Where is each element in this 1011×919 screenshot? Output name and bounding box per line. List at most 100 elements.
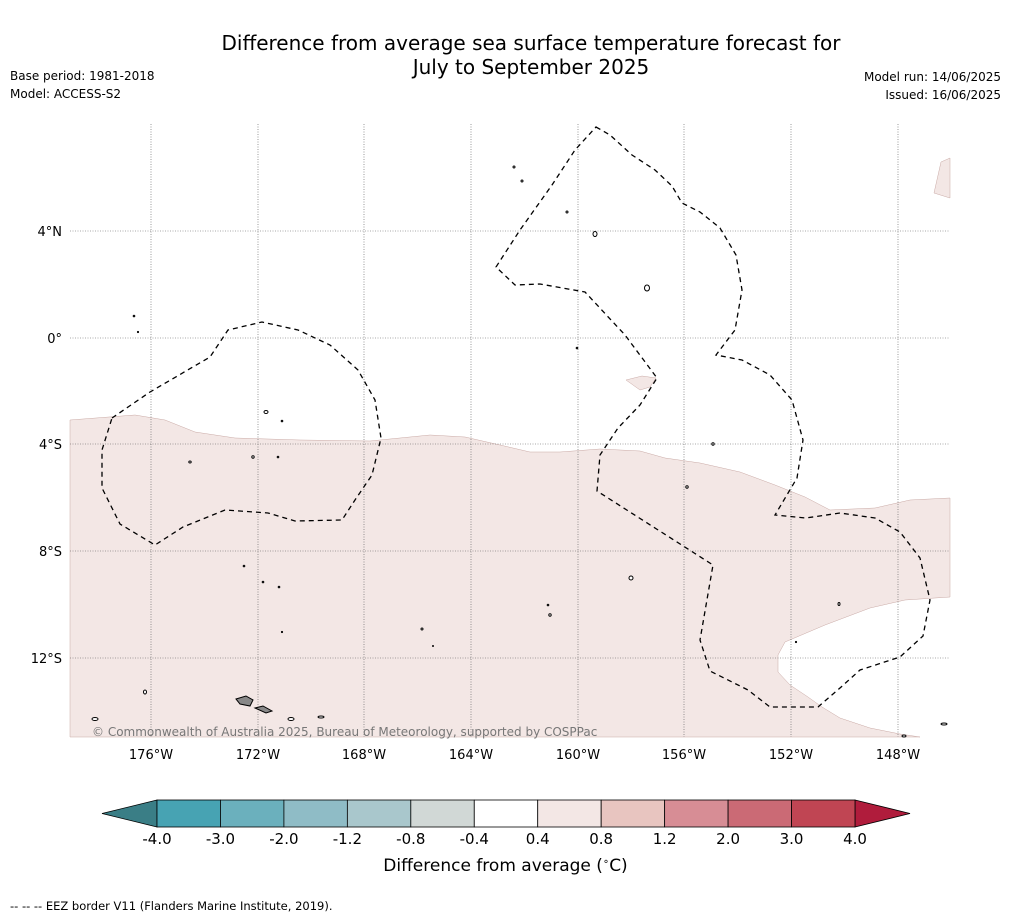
colorbar-tick-label: 0.4 (526, 830, 550, 848)
lon-label: 152°W (769, 748, 813, 763)
colorbar-segment (727, 799, 792, 828)
longitude-labels: 176°W 172°W 168°W 164°W 160°W 156°W 152°… (129, 748, 920, 763)
island-large-2 (253, 705, 274, 714)
title-line-2: July to September 2025 (412, 55, 650, 79)
island (287, 717, 295, 721)
island (546, 603, 550, 607)
colorbar-tick-label: 2.0 (716, 830, 740, 848)
eez-border-west (101, 321, 382, 546)
colorbar-segment (283, 799, 348, 828)
eez-border-north (495, 126, 931, 708)
colorbar-tick-label: 3.0 (780, 830, 804, 848)
colorbar-label-text: Difference from average ( (383, 856, 603, 876)
island (837, 602, 841, 606)
copyright-text: © Commonwealth of Australia 2025, Bureau… (92, 725, 597, 739)
chart-title: Difference from average sea surface temp… (0, 31, 1011, 79)
island (280, 419, 284, 423)
issued-text: Issued: 16/06/2025 (885, 88, 1001, 102)
colorbar-segment (346, 799, 412, 828)
island (280, 630, 284, 634)
lat-label: 12°S (31, 652, 62, 667)
colorbar-segment (600, 799, 666, 828)
island (143, 689, 147, 695)
island (188, 460, 192, 464)
island (317, 715, 325, 719)
lon-label: 172°W (236, 748, 280, 763)
colorbar-tick-label: -2.0 (269, 830, 298, 848)
colorbar-tick-label: -1.2 (333, 830, 362, 848)
island (592, 231, 598, 237)
island (628, 575, 634, 581)
island (901, 734, 907, 738)
latitude-labels: 4°N 0° 4°S 8°S 12°S (31, 225, 62, 667)
model-text: Model: ACCESS-S2 (10, 87, 122, 101)
meta-right: Model run: 14/06/2025 Issued: 16/06/2025 (864, 68, 1001, 104)
colorbar-over-arrow (854, 799, 911, 828)
colorbar-unit: C) (609, 856, 628, 876)
lon-label: 176°W (129, 748, 173, 763)
island (685, 485, 689, 489)
colorbar-segment (156, 799, 221, 828)
colorbar-tick-label: 1.2 (653, 830, 677, 848)
meta-left: Base period: 1981-2018 Model: ACCESS-S2 (10, 67, 155, 103)
eez-borders (101, 126, 931, 708)
island (794, 640, 798, 644)
island (644, 284, 650, 292)
island (132, 314, 136, 318)
island (520, 179, 524, 183)
anomaly-patch-central (625, 375, 657, 391)
colorbar-segment (664, 799, 729, 828)
island (575, 346, 579, 350)
colorbar-segment (410, 799, 475, 828)
gridlines (70, 124, 950, 737)
colorbar-tick-label: 4.0 (843, 830, 867, 848)
islands (91, 165, 948, 738)
island (276, 455, 280, 459)
lat-label: 4°N (38, 225, 63, 240)
island (277, 585, 281, 589)
anomaly-patch-north-east (933, 157, 951, 199)
lat-label: 8°S (39, 545, 62, 560)
island (420, 627, 424, 631)
colorbar-tick-label: -0.4 (460, 830, 489, 848)
colorbar-segment (473, 799, 539, 828)
colorbar-tick-label: -0.8 (396, 830, 425, 848)
base-period-text: Base period: 1981-2018 (10, 69, 155, 83)
lon-label: 148°W (876, 748, 920, 763)
colorbar-tick-label: -4.0 (142, 830, 171, 848)
colorbar (101, 799, 911, 828)
colorbar-segment (537, 799, 602, 828)
island (565, 210, 569, 214)
lon-label: 168°W (342, 748, 386, 763)
colorbar-ticks: -4.0 -3.0 -2.0 -1.2 -0.8 -0.4 0.4 0.8 1.2 2.0 3.0 4… (142, 830, 867, 848)
island (548, 613, 552, 617)
title-line-1: Difference from average sea surface temp… (221, 31, 841, 55)
colorbar-tick-label: -3.0 (206, 830, 235, 848)
island (251, 455, 255, 459)
island (91, 717, 99, 721)
island (261, 580, 265, 584)
island (242, 564, 246, 568)
lat-label: 4°S (39, 438, 62, 453)
colorbar-segment (220, 799, 285, 828)
anomaly-region-fill (69, 414, 951, 738)
lon-label: 160°W (556, 748, 600, 763)
island (711, 442, 715, 446)
lon-label: 164°W (449, 748, 493, 763)
island (512, 165, 516, 169)
island (940, 722, 948, 726)
degree-symbol: ∘ (602, 856, 610, 868)
colorbar-label: Difference from average (∘C) (0, 856, 1011, 876)
model-run-text: Model run: 14/06/2025 (863, 70, 1001, 84)
lon-label: 156°W (662, 748, 706, 763)
island (263, 410, 269, 414)
colorbar-segment (791, 799, 856, 828)
eez-footer-note: -- -- -- EEZ border V11 (Flanders Marine… (10, 899, 333, 913)
island (432, 645, 434, 647)
island (136, 330, 140, 334)
colorbar-tick-label: 0.8 (589, 830, 613, 848)
colorbar-under-arrow (101, 799, 158, 828)
island-large-1 (235, 695, 254, 707)
lat-label: 0° (47, 332, 62, 347)
